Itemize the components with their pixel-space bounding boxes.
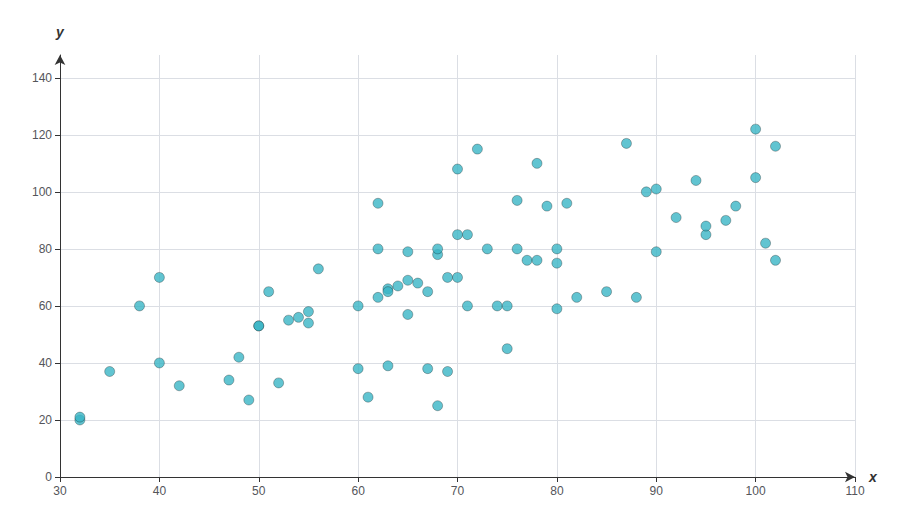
svg-text:140: 140: [32, 71, 52, 85]
svg-text:30: 30: [53, 484, 67, 498]
svg-text:120: 120: [32, 128, 52, 142]
svg-text:80: 80: [550, 484, 564, 498]
svg-text:50: 50: [252, 484, 266, 498]
svg-text:80: 80: [39, 242, 53, 256]
svg-text:60: 60: [351, 484, 365, 498]
svg-text:100: 100: [746, 484, 766, 498]
svg-text:40: 40: [39, 356, 53, 370]
svg-text:40: 40: [153, 484, 167, 498]
svg-text:20: 20: [39, 413, 53, 427]
svg-text:y: y: [55, 24, 65, 40]
svg-text:60: 60: [39, 299, 53, 313]
svg-text:0: 0: [45, 470, 52, 484]
svg-text:110: 110: [845, 484, 864, 498]
svg-text:x: x: [868, 469, 878, 485]
svg-text:100: 100: [32, 185, 52, 199]
svg-text:70: 70: [451, 484, 465, 498]
svg-text:90: 90: [650, 484, 664, 498]
